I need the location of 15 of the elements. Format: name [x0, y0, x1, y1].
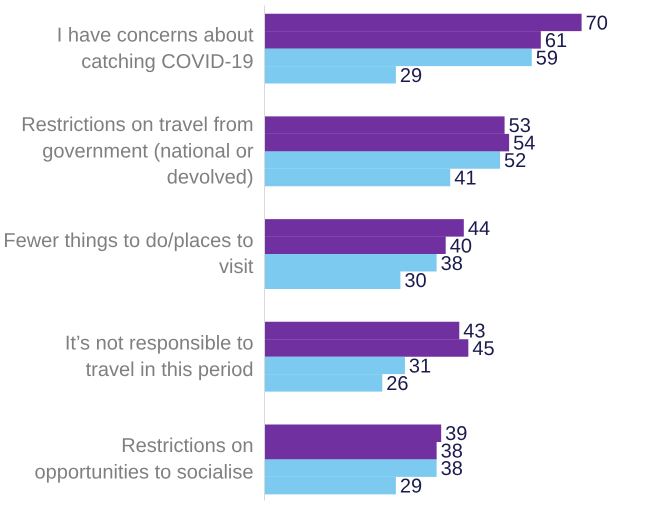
data-label: 31	[408, 355, 432, 378]
y-tick-label: Fewer things to do/places to visit	[3, 230, 254, 278]
y-tick-label: It’s not responsible to travel in this period	[64, 332, 254, 381]
data-label: 52	[504, 150, 526, 172]
y-tick-label: Restrictions on opportunities to socialise	[34, 435, 254, 484]
data-label: 29	[400, 64, 422, 87]
data-label: 41	[454, 168, 476, 190]
data-label: 45	[472, 338, 495, 360]
y-tick-label: Restrictions on travel from government (national or devolved)	[21, 114, 254, 189]
data-label: 29	[400, 476, 422, 498]
data-label: 38	[440, 458, 463, 480]
data-label: 26	[386, 372, 409, 395]
data-label: 30	[404, 270, 427, 292]
y-tick-label: I have concerns about catching COVID-19	[56, 24, 254, 73]
data-label: 70	[586, 12, 608, 34]
